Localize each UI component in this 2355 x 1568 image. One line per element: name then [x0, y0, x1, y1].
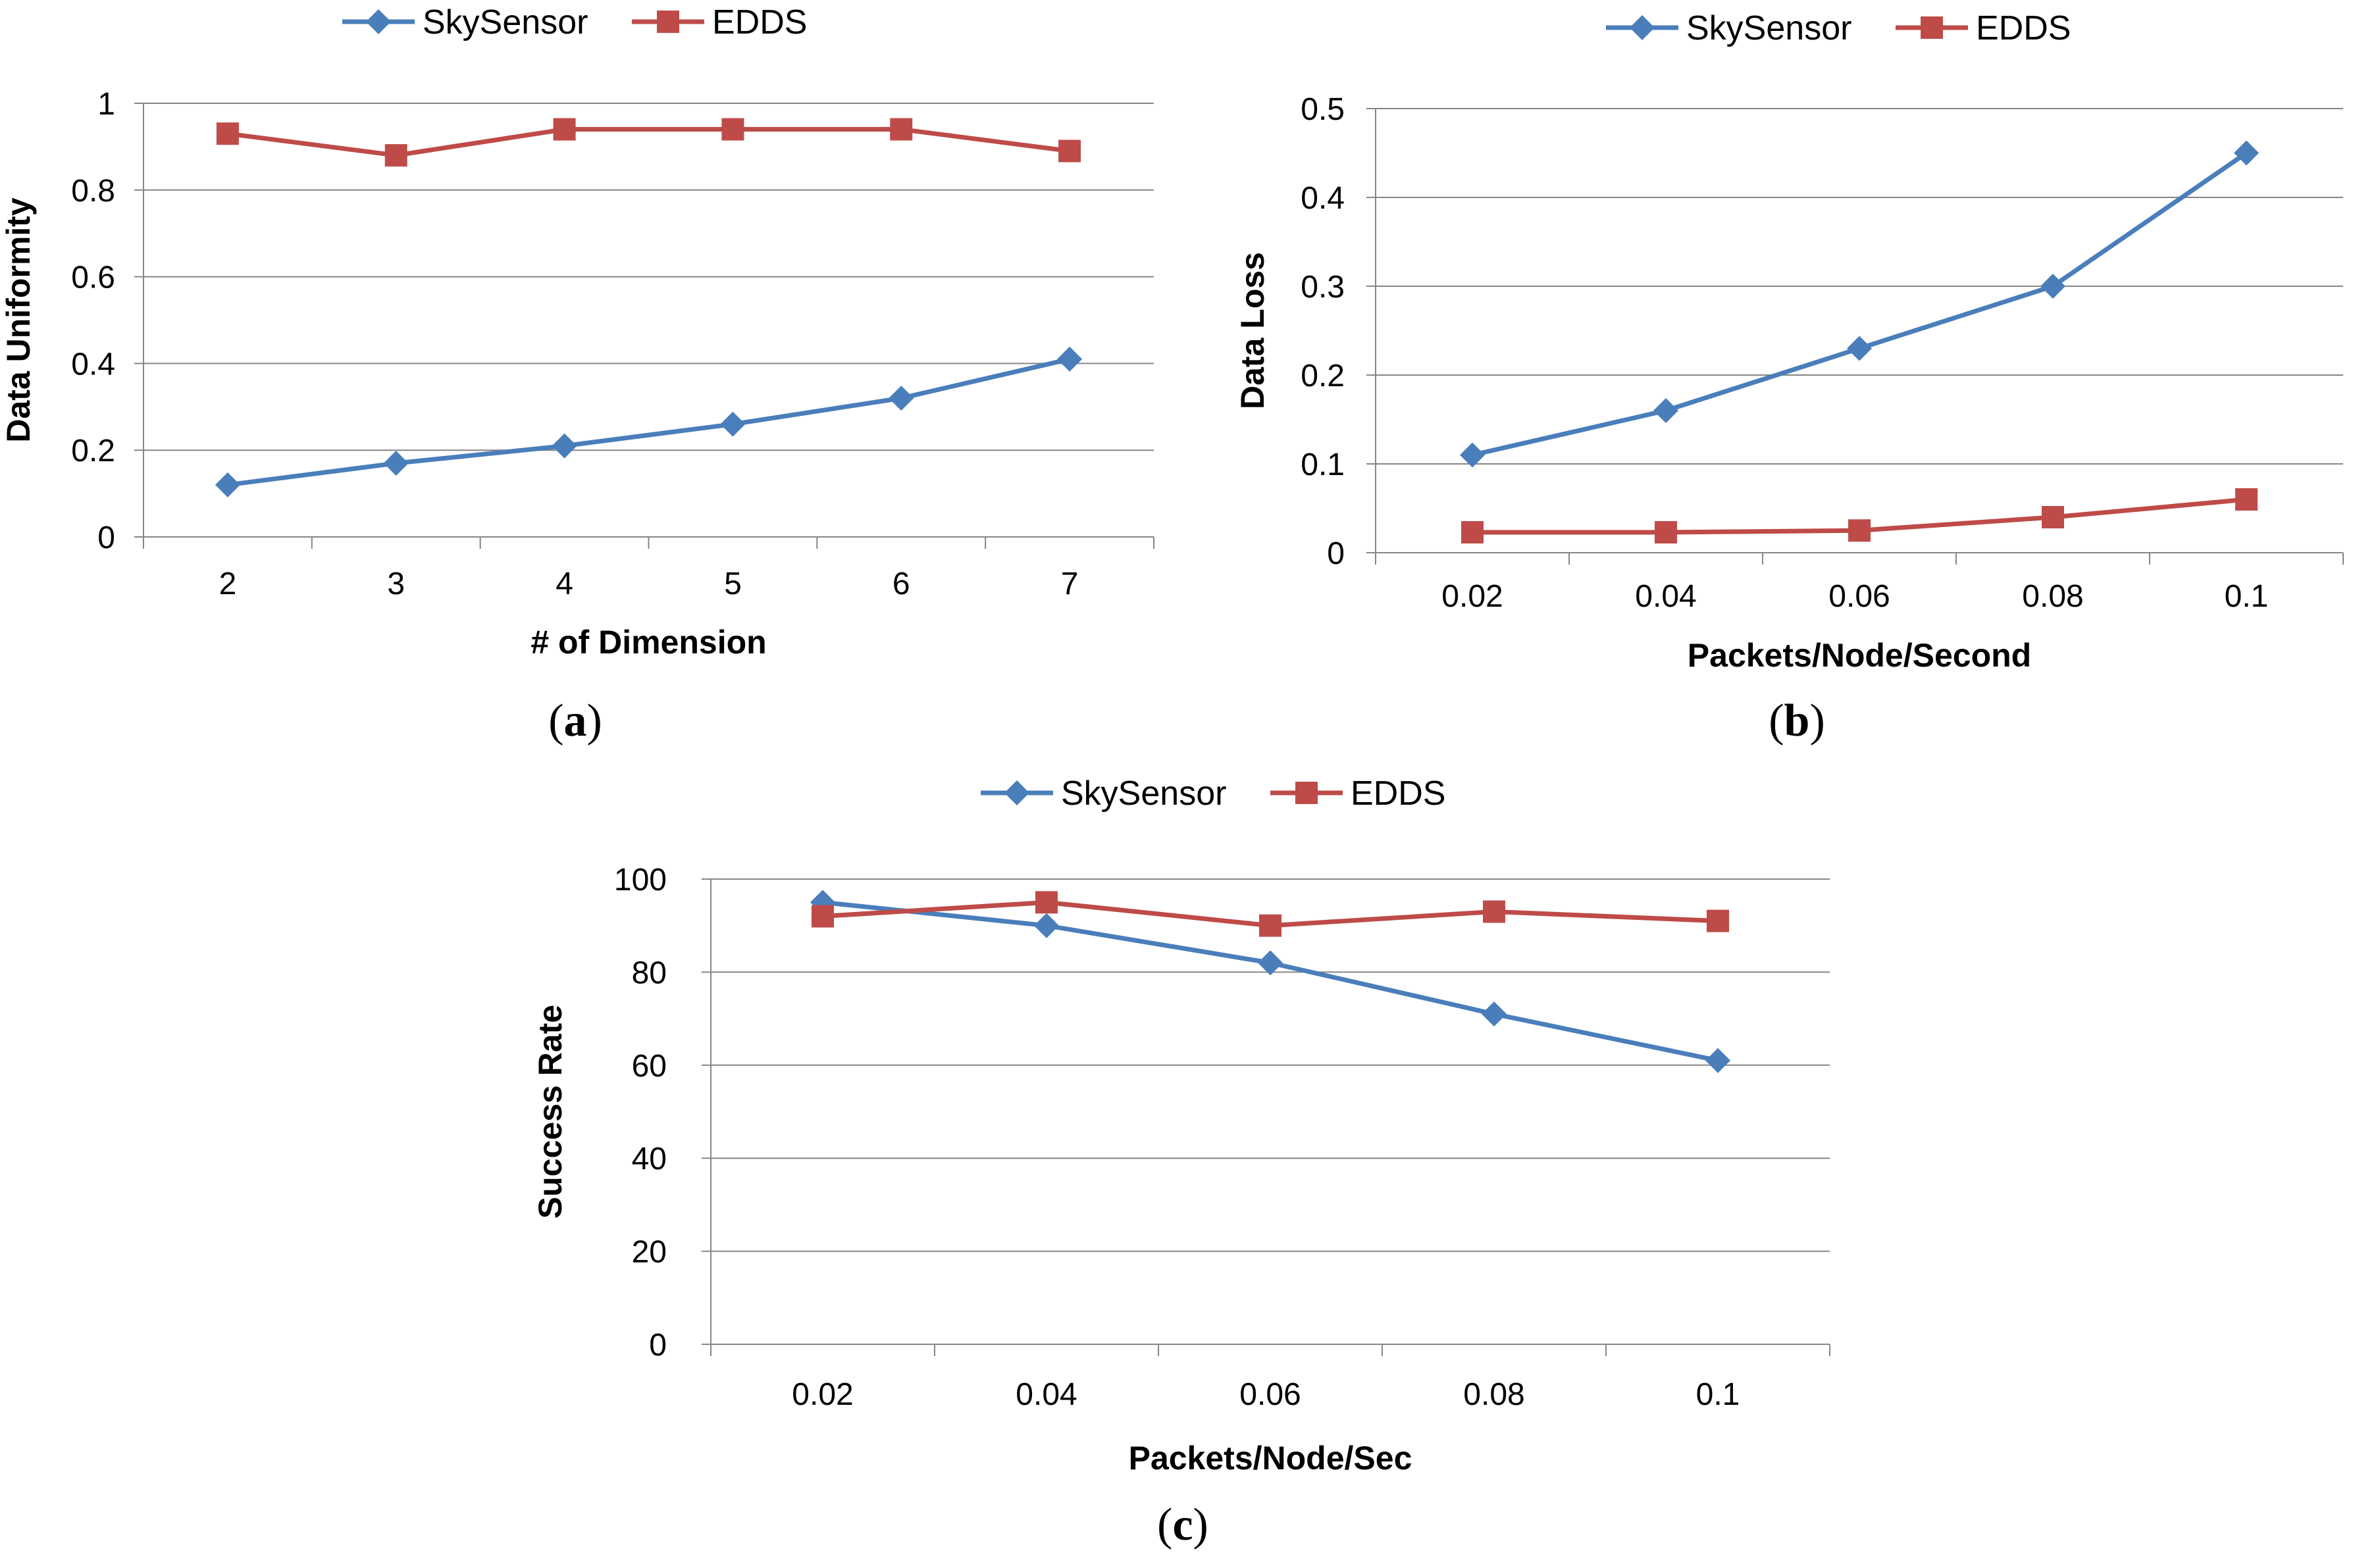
data-point-skysensor: [1258, 950, 1283, 976]
y-tick-label: 1: [97, 87, 115, 122]
y-tick-label: 40: [632, 1142, 667, 1176]
data-point-edds: [1461, 520, 1484, 544]
x-tick-label: 4: [556, 567, 573, 601]
y-tick-label: 100: [614, 863, 667, 898]
panel-label-letter: a: [564, 695, 587, 746]
legend-marker-skysensor: [1630, 15, 1655, 40]
series-line-skysensor: [1472, 151, 2248, 457]
data-point-edds: [1058, 139, 1081, 163]
x-axis-title: Packets/Node/Second: [1688, 637, 2031, 674]
data-point-skysensor: [1705, 1048, 1730, 1073]
data-point-skysensor: [383, 450, 409, 476]
data-point-edds: [1707, 909, 1729, 932]
y-axis-title: Success Rate: [532, 1005, 569, 1219]
x-tick-label: 0.1: [1696, 1377, 1740, 1412]
y-tick-label: 0.1: [1301, 447, 1345, 482]
x-axis-title: Packets/Node/Sec: [1129, 1440, 1412, 1477]
data-point-skysensor: [720, 411, 746, 437]
legend-label-skysensor: SkySensor: [1686, 9, 1851, 47]
data-point-skysensor: [2234, 140, 2259, 166]
y-tick-label: 0: [1327, 536, 1345, 571]
chart-panel-b: 0 0.1 0.2 0.3 0.4 0.5 0.02 0.04 0.06 0.08 0.1 Packe…: [1234, 9, 2344, 746]
panel-label: (c): [1157, 1500, 1208, 1550]
legend-marker-edds: [1295, 782, 1318, 804]
y-tick-label: 0.6: [71, 261, 115, 295]
y-axis-title: Data Loss: [1234, 252, 1271, 409]
data-point-edds: [1259, 914, 1281, 937]
legend-marker-edds: [1921, 16, 1943, 39]
data-point-skysensor: [1460, 442, 1485, 468]
data-point-skysensor: [2040, 274, 2065, 299]
legend-label-edds: EDDS: [1976, 9, 2071, 47]
y-tick-label: 0: [649, 1328, 667, 1363]
chart-panel-a: 0 0.2 0.4 0.6 0.8 1 2 3 4 5 6 7 # of Dimension Data U…: [0, 3, 1154, 746]
data-point-edds: [1848, 519, 1871, 542]
data-point-edds: [216, 122, 239, 145]
legend-marker-skysensor: [1004, 780, 1029, 805]
y-tick-label: 0.3: [1301, 270, 1345, 305]
data-point-skysensor: [1847, 336, 1872, 361]
panel-label: (b): [1769, 695, 1825, 746]
x-tick-label: 0.08: [2022, 579, 2083, 614]
data-point-edds: [1035, 891, 1058, 914]
panel-label-letter: b: [1784, 695, 1810, 746]
x-tick-label: 0.04: [1635, 579, 1696, 614]
panel-label: (a): [548, 695, 602, 746]
data-point-edds: [890, 118, 913, 141]
series-line-skysensor: [227, 357, 1070, 488]
legend-label-skysensor: SkySensor: [423, 3, 588, 41]
panel-label-letter: c: [1172, 1500, 1193, 1550]
legend-label-skysensor: SkySensor: [1061, 774, 1226, 813]
x-tick-label: 0.02: [792, 1377, 853, 1412]
x-tick-label: 7: [1061, 567, 1079, 601]
x-tick-label: 2: [219, 567, 237, 601]
data-point-edds: [1483, 900, 1505, 923]
y-tick-label: 0: [97, 520, 115, 555]
x-tick-label: 0.08: [1463, 1377, 1524, 1412]
y-tick-label: 20: [632, 1235, 667, 1270]
data-point-edds: [384, 144, 407, 167]
x-tick-label: 6: [893, 567, 910, 601]
y-tick-label: 0.2: [71, 434, 115, 468]
legend-marker-edds: [657, 11, 679, 33]
y-tick-label: 0.2: [1301, 359, 1345, 393]
data-point-skysensor: [1057, 346, 1083, 372]
data-point-edds: [2042, 506, 2064, 528]
y-tick-label: 80: [632, 955, 667, 990]
x-tick-label: 5: [724, 567, 742, 601]
x-tick-label: 0.06: [1828, 579, 1890, 614]
data-point-edds: [721, 118, 744, 141]
y-axis-title: Data Uniformity: [0, 197, 37, 442]
chart-panel-c: 0 20 40 60 80 100 0.02 0.04 0.06 0.08 0.1 Packets/N…: [532, 774, 1830, 1550]
data-point-edds: [2235, 488, 2258, 511]
data-point-edds: [1655, 520, 1677, 544]
y-tick-label: 0.4: [1301, 181, 1345, 216]
y-tick-label: 60: [632, 1049, 667, 1084]
x-tick-label: 0.02: [1441, 579, 1503, 614]
data-point-skysensor: [1482, 1001, 1507, 1027]
data-point-skysensor: [889, 386, 914, 411]
data-point-skysensor: [1653, 398, 1678, 423]
legend-label-edds: EDDS: [712, 3, 807, 41]
y-tick-label: 0.5: [1301, 92, 1345, 127]
y-tick-label: 0.8: [71, 174, 115, 209]
x-tick-label: 3: [387, 567, 405, 601]
data-point-skysensor: [552, 433, 577, 459]
x-tick-label: 0.04: [1016, 1377, 1077, 1412]
data-point-edds: [553, 118, 576, 141]
y-tick-label: 0.4: [71, 347, 115, 382]
legend-label-edds: EDDS: [1351, 774, 1445, 813]
data-point-skysensor: [1034, 913, 1059, 938]
series-line-edds: [227, 127, 1070, 158]
data-point-edds: [812, 905, 834, 928]
x-tick-label: 0.1: [2225, 579, 2269, 614]
x-axis-title: # of Dimension: [531, 624, 766, 661]
legend-marker-skysensor: [366, 9, 391, 34]
data-point-skysensor: [215, 472, 240, 497]
x-tick-label: 0.06: [1239, 1377, 1301, 1412]
